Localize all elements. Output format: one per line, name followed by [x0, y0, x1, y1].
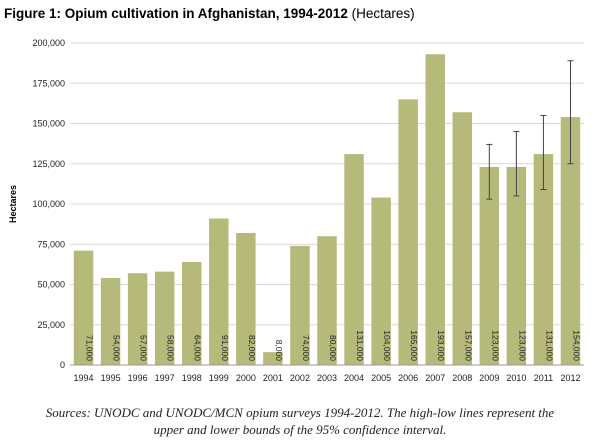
x-tick-label: 2006 [398, 373, 418, 383]
x-tick-label: 1999 [209, 373, 229, 383]
x-tick-label: 2003 [317, 373, 337, 383]
source-line-1: Sources: UNODC and UNODC/MCN opium surve… [45, 405, 555, 420]
y-axis-label: Hectares [8, 185, 18, 223]
bar [236, 232, 256, 365]
y-tick-label: 125,000 [32, 159, 65, 169]
x-tick-label: 1994 [74, 373, 94, 383]
x-tick-label: 2008 [452, 373, 472, 383]
bar [452, 112, 473, 365]
x-tick-label: 2009 [479, 373, 499, 383]
x-tick-label: 2010 [506, 373, 526, 383]
bars [73, 54, 581, 366]
bar [506, 166, 527, 365]
data-label: 82,000 [247, 335, 257, 361]
bar [344, 154, 364, 365]
error-bar [567, 60, 574, 165]
source-note: Sources: UNODC and UNODC/MCN opium surve… [0, 404, 600, 438]
x-axis-ticks: 1994 1995 1996 1997 1998 1999 2000 2001 2002 2003… [74, 373, 581, 383]
x-tick-label: 1996 [128, 373, 148, 383]
x-tick-label: 2011 [534, 373, 553, 383]
error-bar [486, 143, 493, 200]
data-labels: 71,000 54,000 57,000 58,000 64,000 91,000 82,0… [85, 330, 582, 361]
y-tick-label: 175,000 [32, 78, 65, 88]
x-tick-label: 2005 [371, 373, 391, 383]
data-label: 123,000 [490, 330, 500, 361]
bar [317, 236, 337, 365]
data-label: 8,000 [274, 340, 284, 362]
bar-chart: 0 25,000 50,000 75,000 100,000 125,000 150,000… [8, 38, 584, 383]
x-tick-label: 1997 [155, 373, 175, 383]
bar [398, 99, 418, 365]
x-tick-label: 2004 [344, 373, 364, 383]
x-tick-label: 2002 [290, 373, 310, 383]
y-tick-label: 100,000 [32, 199, 65, 209]
chart-title-unit: (Hectares) [351, 6, 415, 21]
data-label: 74,000 [301, 335, 311, 361]
x-tick-label: 2007 [425, 373, 445, 383]
data-label: 165,000 [409, 330, 419, 361]
y-tick-label: 50,000 [37, 280, 65, 290]
bar [290, 245, 310, 365]
error-bar [540, 114, 547, 191]
bar [154, 271, 175, 365]
bar [425, 54, 445, 366]
x-tick-label: 1995 [101, 373, 121, 383]
data-label: 131,000 [544, 330, 554, 361]
data-label: 54,000 [112, 335, 122, 361]
bar [127, 273, 148, 365]
data-label: 193,000 [436, 330, 446, 361]
data-label: 131,000 [355, 330, 365, 361]
data-label: 154,000 [571, 330, 581, 361]
y-tick-label: 25,000 [37, 320, 65, 330]
x-tick-label: 2001 [263, 373, 283, 383]
error-bar [513, 131, 520, 197]
bar [73, 250, 94, 365]
bar [479, 166, 500, 365]
bar [209, 218, 229, 365]
x-tick-label: 1998 [182, 373, 202, 383]
data-label: 123,000 [517, 330, 527, 361]
bar [263, 352, 283, 365]
data-label: 157,000 [463, 330, 473, 361]
data-label: 71,000 [85, 335, 95, 361]
y-tick-label: 200,000 [32, 38, 65, 48]
y-tick-label: 75,000 [37, 239, 65, 249]
y-tick-label: 0 [60, 360, 65, 370]
data-label: 104,000 [382, 330, 392, 361]
data-label: 64,000 [193, 335, 203, 361]
x-tick-label: 2012 [560, 373, 580, 383]
y-tick-label: 150,000 [32, 119, 65, 129]
bar [560, 117, 581, 365]
source-line-2: upper and lower bounds of the 95% confid… [153, 422, 447, 437]
data-label: 58,000 [166, 335, 176, 361]
bar [371, 197, 391, 365]
x-tick-label: 2000 [236, 373, 256, 383]
bar [181, 261, 202, 365]
chart-title: Figure 1: Opium cultivation in Afghanist… [4, 6, 415, 21]
data-label: 91,000 [220, 335, 230, 361]
error-bars [486, 60, 574, 200]
chart-title-main: Figure 1: Opium cultivation in Afghanist… [4, 6, 348, 21]
bar [533, 154, 554, 365]
data-label: 57,000 [139, 335, 149, 361]
bar [100, 278, 121, 365]
y-axis-ticks: 0 25,000 50,000 75,000 100,000 125,000 150,000… [32, 38, 65, 370]
data-label: 80,000 [328, 335, 338, 361]
